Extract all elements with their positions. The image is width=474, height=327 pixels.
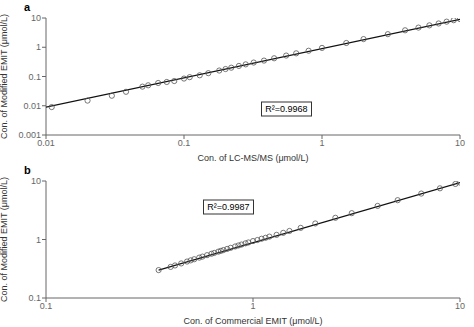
html-text:R²=0.9987: R²=0.9987 [207,201,250,212]
svg-text:1: 1 [36,42,41,52]
svg-text:0.01: 0.01 [37,138,55,149]
svg-text:1: 1 [36,235,41,245]
svg-text:0.1: 0.1 [178,138,191,148]
svg-text:1: 1 [319,138,324,148]
svg-text:0.1: 0.1 [28,72,41,82]
svg-text:Con. of Commercial EMIT (μmol/: Con. of Commercial EMIT (μmol/L) [183,316,322,326]
html-text:b: b [24,164,31,176]
html-text:a: a [24,1,31,13]
svg-text:10: 10 [455,138,465,148]
svg-text:10: 10 [31,13,41,23]
svg-text:0.1: 0.1 [28,293,41,303]
svg-text:0.001: 0.001 [18,130,41,140]
svg-text:10: 10 [455,301,465,311]
svg-text:10: 10 [31,176,41,186]
svg-text:1: 1 [250,301,255,311]
svg-text:0.1: 0.1 [40,301,53,311]
svg-text:Con. of LC-MS/MS (μmol/L): Con. of LC-MS/MS (μmol/L) [197,153,308,163]
html-text:R²=0.9968: R²=0.9968 [265,103,308,114]
svg-text:Con. of Modified EMIT (μmol/L): Con. of Modified EMIT (μmol/L) [8,177,9,302]
svg-text:0.01: 0.01 [23,101,41,111]
svg-text:Con. of Modified EMIT (μmol/L): Con. of Modified EMIT (μmol/L) [8,14,9,139]
